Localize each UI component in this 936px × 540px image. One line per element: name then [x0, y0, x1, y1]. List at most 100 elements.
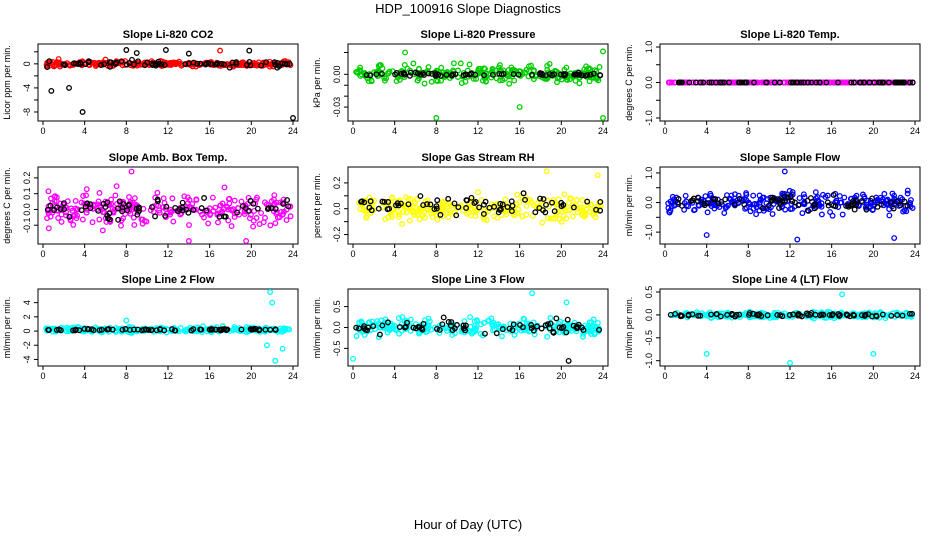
data-point [777, 200, 784, 206]
data-point [431, 209, 437, 216]
data-point [466, 61, 473, 68]
data-point [279, 60, 286, 67]
data-point [243, 61, 250, 68]
data-point [414, 196, 421, 203]
data-point [864, 79, 871, 86]
data-point [48, 87, 55, 94]
data-point [755, 312, 762, 319]
data-point [162, 212, 169, 219]
data-point [537, 70, 544, 77]
data-point [813, 79, 820, 86]
data-point [534, 323, 540, 330]
x-axis-title: Hour of Day (UTC) [413, 517, 523, 532]
x-tick-label: 4 [82, 126, 87, 136]
data-point [486, 317, 492, 324]
data-point [218, 60, 225, 67]
data-point [764, 312, 771, 319]
data-point [703, 350, 710, 357]
data-point [239, 203, 246, 210]
data-point [96, 327, 103, 334]
x-tick-label: 0 [662, 126, 667, 136]
data-point [793, 79, 800, 86]
data-point [558, 218, 565, 225]
data-point [580, 330, 587, 337]
data-point [741, 201, 748, 208]
data-point [870, 350, 877, 357]
data-point [781, 168, 788, 175]
data-point [510, 321, 517, 328]
y-tick-label: -0.5 [332, 341, 342, 357]
data-point [172, 61, 179, 68]
data-point [851, 206, 858, 213]
data-point [434, 197, 441, 204]
data-point [169, 195, 176, 202]
x-tick-label: 16 [827, 371, 837, 381]
x-tick-label: 0 [40, 249, 45, 259]
data-point [842, 79, 848, 86]
data-point [432, 70, 439, 77]
data-point [715, 200, 722, 207]
data-point [399, 314, 406, 321]
data-point [909, 205, 916, 212]
data-point [691, 207, 697, 214]
data-point [46, 58, 53, 65]
data-point [436, 330, 443, 336]
data-point [62, 62, 68, 69]
data-point [904, 202, 911, 209]
data-point [587, 202, 594, 208]
data-point [674, 199, 681, 206]
data-point [500, 70, 507, 77]
data-point [124, 207, 131, 214]
data-point [447, 207, 454, 214]
data-point [272, 220, 279, 227]
panel-title: Slope Amb. Box Temp. [109, 152, 228, 164]
data-point [179, 199, 186, 206]
data-point [698, 199, 705, 206]
data-point [367, 210, 374, 216]
data-point [567, 195, 573, 202]
data-point [684, 79, 691, 86]
data-point [45, 326, 52, 333]
y-tick-label: -1.0 [644, 110, 654, 126]
data-point [463, 197, 470, 204]
data-point [839, 211, 846, 218]
data-point [216, 326, 223, 333]
x-tick-label: 12 [163, 371, 173, 381]
data-point [100, 200, 107, 207]
data-point [511, 331, 518, 338]
data-point [147, 207, 154, 214]
data-point [443, 71, 450, 78]
data-point [906, 79, 913, 86]
data-point [850, 311, 857, 318]
data-point [668, 203, 675, 210]
y-tick-label: 1.0 [644, 167, 654, 180]
data-point [395, 315, 402, 322]
data-point [710, 196, 717, 203]
data-point [57, 327, 64, 334]
x-tick-label: 8 [434, 249, 439, 259]
data-point [105, 215, 112, 222]
data-point [722, 204, 729, 211]
data-point [433, 205, 440, 212]
data-point [886, 212, 893, 219]
data-point [528, 322, 535, 328]
data-point [154, 196, 161, 203]
x-tick-label: 8 [434, 371, 439, 381]
data-point [894, 312, 901, 319]
data-point [787, 192, 794, 199]
y-tick-label: -4 [22, 84, 32, 92]
x-tick-label: 12 [163, 249, 173, 259]
data-point [564, 316, 571, 323]
data-point [385, 214, 392, 221]
data-point [199, 211, 206, 218]
data-point [113, 59, 120, 66]
y-axis-label: Licor ppm per min. [2, 45, 12, 120]
x-tick-label: 24 [598, 126, 608, 136]
data-point [904, 190, 911, 197]
data-point [425, 64, 432, 71]
data-point [751, 79, 757, 86]
data-point [238, 326, 245, 333]
x-tick-label: 20 [246, 126, 256, 136]
x-tick-label: 16 [515, 126, 525, 136]
data-point [774, 312, 781, 318]
